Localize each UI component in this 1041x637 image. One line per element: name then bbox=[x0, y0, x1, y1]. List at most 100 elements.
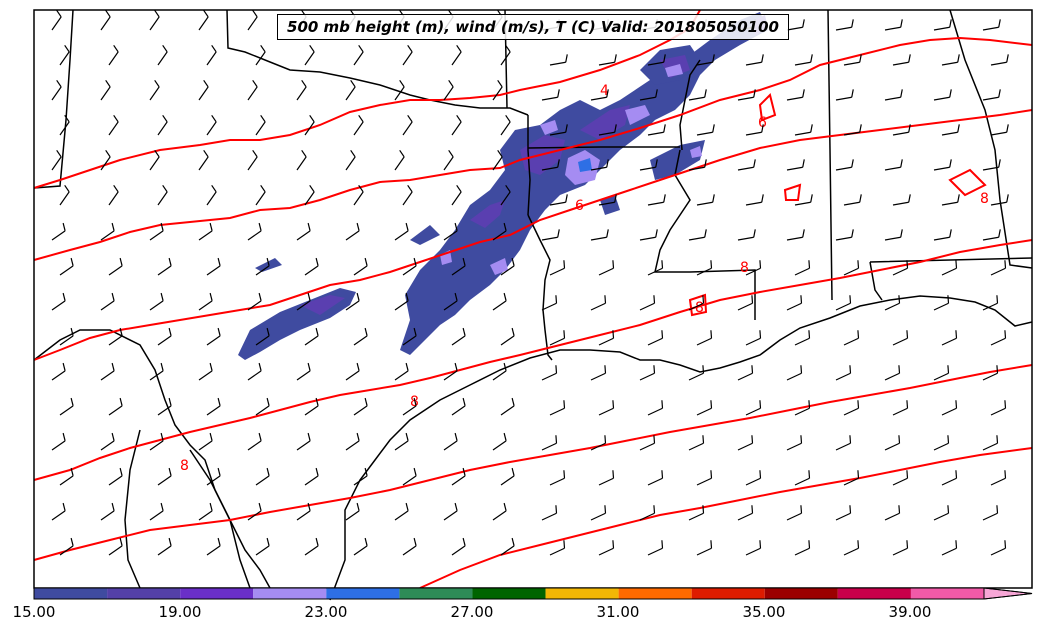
wind-barb bbox=[492, 510, 507, 521]
wind-barb-feather bbox=[859, 54, 862, 63]
wind-barb-feather bbox=[160, 222, 164, 231]
wind-barb bbox=[108, 475, 123, 486]
wind-barb bbox=[835, 96, 852, 101]
wind-barb bbox=[247, 370, 262, 381]
wind-barb-feather bbox=[563, 330, 566, 339]
wind-barb bbox=[982, 96, 999, 101]
wind-barb bbox=[149, 300, 164, 311]
wind-barb bbox=[982, 166, 999, 171]
wind-barb-feather bbox=[454, 362, 458, 371]
wind-barb-feather bbox=[258, 292, 262, 301]
wind-barb bbox=[451, 545, 466, 556]
wind-barbs-layer bbox=[51, 9, 1009, 556]
wind-barb-feather bbox=[301, 79, 307, 88]
wind-barb bbox=[500, 475, 515, 486]
wind-barb-feather bbox=[800, 505, 803, 514]
wind-barb-feather bbox=[511, 397, 515, 406]
wind-barb bbox=[296, 300, 311, 311]
wind-barb bbox=[402, 51, 413, 66]
wind-barb-feather bbox=[454, 502, 458, 511]
wind-barb-feather bbox=[111, 432, 115, 441]
wind-shade-23 bbox=[578, 158, 592, 172]
wind-barb-feather bbox=[405, 222, 409, 231]
wind-barb bbox=[884, 512, 900, 521]
isotherm-layer bbox=[33, 9, 1033, 589]
wind-barb bbox=[598, 337, 614, 346]
wind-barb bbox=[51, 230, 66, 241]
wind-barb-feather bbox=[260, 114, 266, 123]
wind-barb bbox=[990, 337, 1006, 346]
wind-barb bbox=[198, 300, 213, 311]
wind-barb-feather bbox=[168, 327, 172, 336]
wind-barb bbox=[745, 407, 761, 416]
wind-barb bbox=[100, 16, 111, 31]
colorbar-bin bbox=[910, 588, 984, 599]
wind-barb-feather bbox=[70, 397, 74, 406]
wind-barb bbox=[345, 370, 360, 381]
wind-barb bbox=[108, 51, 119, 66]
wind-barb bbox=[492, 230, 507, 241]
wind-barb-feather bbox=[857, 470, 860, 479]
wind-barb bbox=[598, 201, 615, 206]
wind-barb bbox=[157, 265, 172, 276]
wind-barb-feather bbox=[712, 124, 715, 133]
wind-barb-feather bbox=[702, 505, 705, 514]
wind-barb-feather bbox=[309, 184, 315, 193]
wind-barb-feather bbox=[661, 260, 664, 269]
wind-barb-feather bbox=[266, 257, 270, 266]
wind-barb-feather bbox=[503, 292, 507, 301]
wind-barb-feather bbox=[168, 257, 172, 266]
colorbar-bin bbox=[399, 588, 473, 599]
wind-barb bbox=[639, 302, 655, 311]
wind-barb-feather bbox=[808, 260, 811, 269]
wind-barb-feather bbox=[808, 400, 811, 409]
wind-barb bbox=[745, 61, 762, 66]
wind-barb-feather bbox=[800, 295, 803, 304]
wind-barb bbox=[451, 335, 466, 346]
wind-barb-feather bbox=[563, 400, 566, 409]
wind-barb-feather bbox=[315, 537, 319, 546]
wind-barb bbox=[590, 372, 606, 381]
wind-barb-feather bbox=[1006, 124, 1009, 133]
wind-barb-feather bbox=[119, 537, 123, 546]
wind-barb bbox=[639, 512, 655, 521]
wind-barb-feather bbox=[859, 124, 862, 133]
wind-barb bbox=[500, 51, 511, 66]
wind-barb-feather bbox=[604, 505, 607, 514]
wind-barb-feather bbox=[364, 327, 368, 336]
wind-barb bbox=[843, 131, 860, 136]
wind-barb bbox=[353, 265, 368, 276]
wind-barb-feather bbox=[802, 229, 805, 238]
wind-barb-feather bbox=[1006, 194, 1009, 203]
wind-barb bbox=[941, 267, 957, 276]
wind-barb bbox=[647, 131, 664, 136]
wind-barb bbox=[402, 121, 413, 136]
wind-barb bbox=[296, 230, 311, 241]
wind-barb-feather bbox=[759, 470, 762, 479]
wind-barb bbox=[402, 265, 417, 276]
wind-barb-feather bbox=[857, 400, 860, 409]
wind-barb-feather bbox=[663, 124, 666, 133]
wind-barb-feather bbox=[555, 505, 558, 514]
wind-barb bbox=[590, 236, 607, 241]
wind-barb-feather bbox=[712, 54, 715, 63]
wind-barb-feather bbox=[168, 397, 172, 406]
wind-barb-feather bbox=[653, 435, 656, 444]
wind-barb bbox=[100, 370, 115, 381]
wind-barb bbox=[59, 545, 74, 556]
wind-barb bbox=[737, 236, 754, 241]
wind-barb bbox=[206, 191, 217, 206]
wind-barb bbox=[157, 51, 168, 66]
wind-barb bbox=[541, 166, 558, 171]
wind-barb-feather bbox=[309, 44, 315, 53]
wind-barb bbox=[696, 407, 712, 416]
wind-barb bbox=[59, 191, 70, 206]
wind-barb bbox=[394, 156, 405, 171]
wind-barb-feather bbox=[119, 467, 123, 476]
wind-barb bbox=[990, 61, 1007, 66]
wind-barb bbox=[892, 61, 909, 66]
isotherm-label: 4 bbox=[600, 83, 609, 99]
wind-barb-feather bbox=[62, 222, 66, 231]
wind-barb bbox=[296, 86, 307, 101]
wind-barb bbox=[255, 475, 270, 486]
